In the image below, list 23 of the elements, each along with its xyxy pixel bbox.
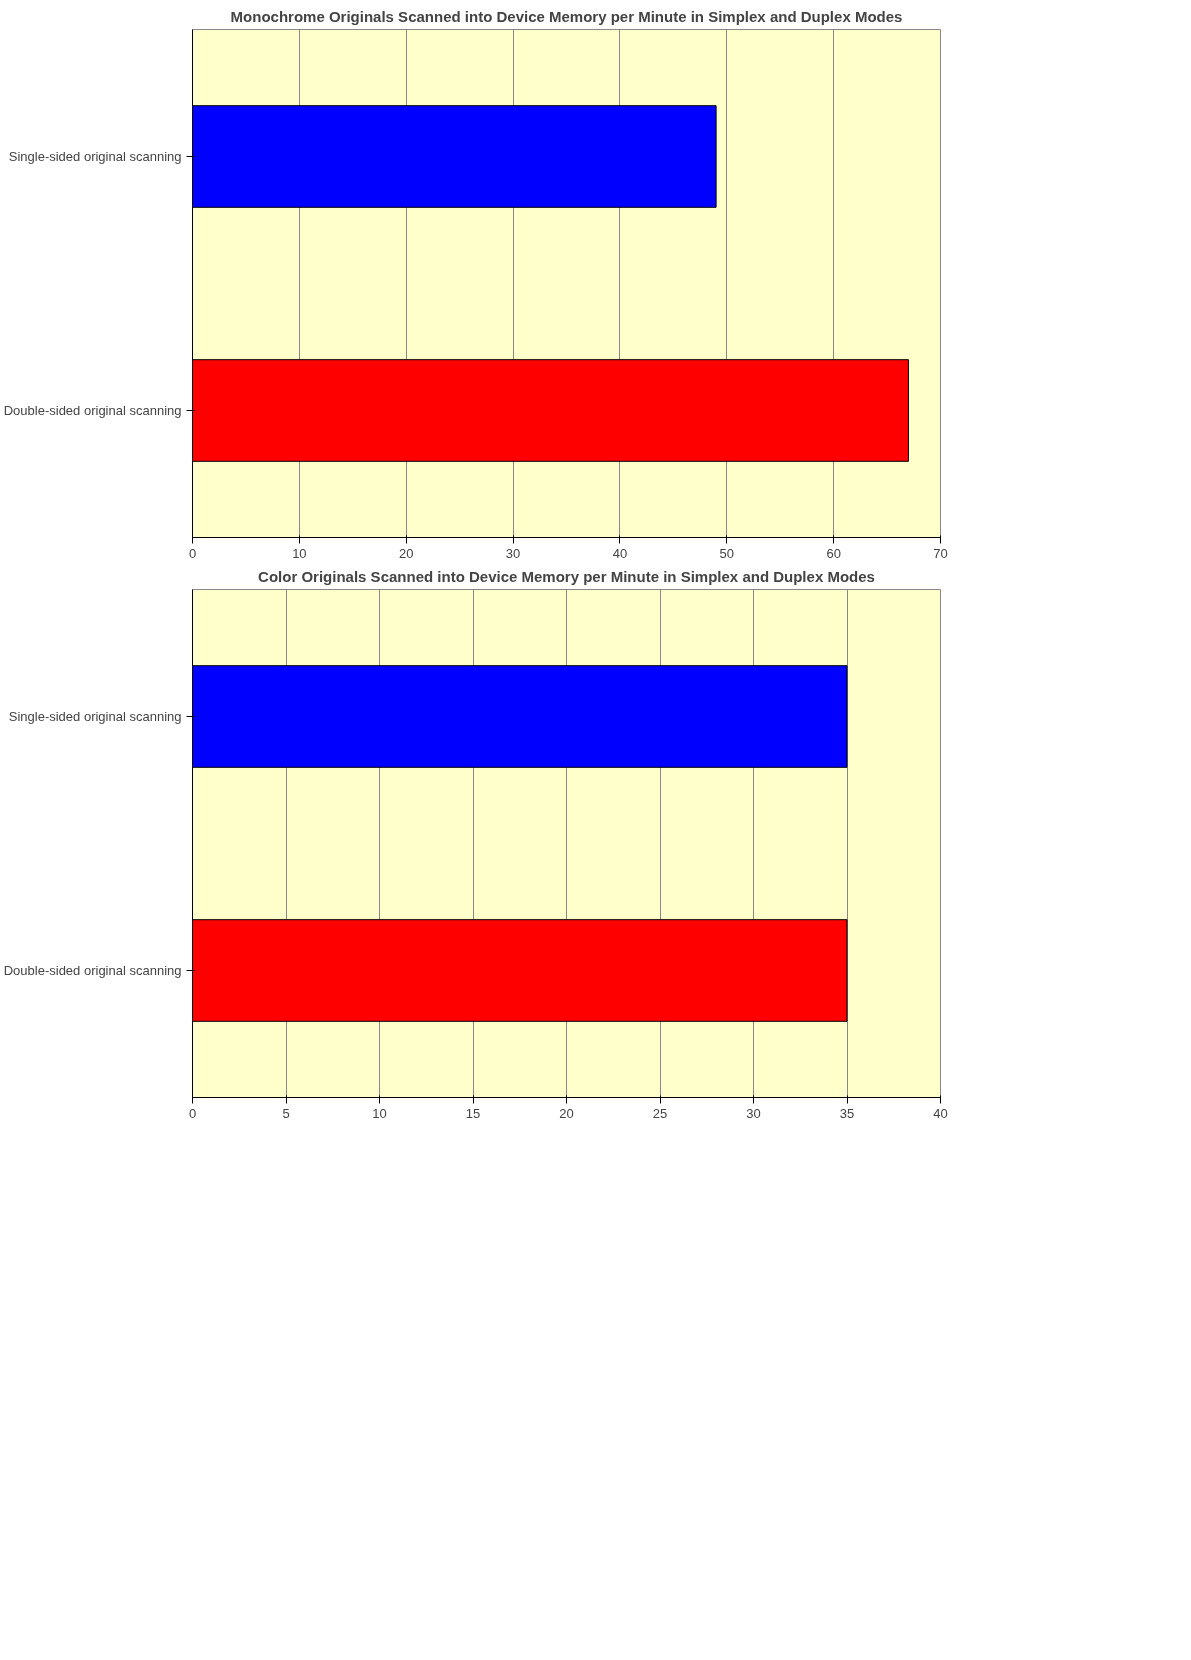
x-tick-label: 25 (652, 1105, 668, 1121)
x-tick-label: 70 (933, 545, 948, 561)
x-tick-label: 20 (398, 545, 414, 561)
x-tick-label: 35 (839, 1105, 855, 1121)
chart-title: Color Originals Scanned into Device Memory per Minute in Simplex and Duplex Modes (258, 567, 875, 585)
x-tick-label: 10 (292, 545, 307, 561)
y-tick-label: Single-sided original scanning (8, 149, 182, 164)
y-tick-label: Double-sided original scanning (3, 963, 182, 978)
x-tick-label: 0 (188, 545, 197, 561)
x-tick-label: 0 (188, 1105, 197, 1121)
x-tick-label: 60 (826, 545, 841, 561)
x-tick-label: 15 (465, 1105, 481, 1121)
x-tick-label: 40 (933, 1105, 948, 1121)
x-tick-label: 20 (559, 1105, 574, 1121)
x-tick-label: 30 (505, 545, 521, 561)
y-tick-label: Single-sided original scanning (8, 709, 182, 724)
x-tick-label: 40 (612, 545, 628, 561)
x-tick-label: 10 (372, 1105, 387, 1121)
x-tick-label: 30 (746, 1105, 761, 1121)
chart-title: Monochrome Originals Scanned into Device Memory per Minute in Simplex and Duplex Modes (230, 7, 903, 25)
y-tick-label: Double-sided original scanning (3, 403, 182, 418)
x-tick-label: 5 (282, 1105, 290, 1121)
x-tick-label: 50 (719, 545, 735, 561)
